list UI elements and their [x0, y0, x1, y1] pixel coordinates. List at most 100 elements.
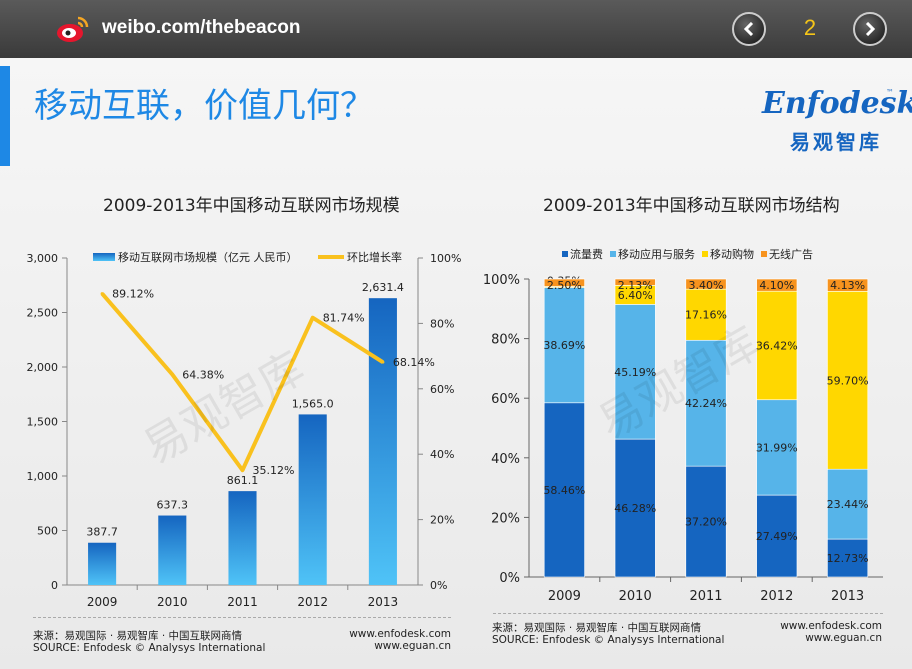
chart2-segment-label: 36.42%	[756, 339, 798, 352]
chart1-url-1[interactable]: www.enfodesk.com	[349, 628, 451, 640]
chevron-left-icon	[743, 22, 754, 36]
chart1-legend-line-label: 环比增长率	[347, 250, 402, 264]
chart2-legend-swatch	[761, 251, 767, 257]
chart1-line-point	[241, 468, 244, 472]
chart1-source-left: 来源：易观国际 · 易观智库 · 中国互联网商情 SOURCE: Enfodes…	[33, 630, 265, 654]
next-page-button[interactable]	[853, 12, 887, 46]
chart1-right-tick-label: 60%	[430, 383, 454, 396]
chart2-segment-label: 17.16%	[685, 309, 727, 322]
chart2-segment	[685, 339, 727, 467]
chart1-line-label: 64.38%	[182, 368, 224, 381]
chart2-legend-swatch	[702, 251, 708, 257]
chart1-bar	[368, 298, 397, 585]
chart1-bar	[298, 414, 327, 585]
chart1-footer-line	[33, 617, 451, 618]
chart2-segment	[756, 494, 798, 578]
chart2-segment-label: 12.73%	[827, 552, 869, 565]
chart2-legend-label: 无线广告	[769, 247, 813, 261]
chart2-segment-label: 4.10%	[759, 279, 794, 292]
chart2-segment	[827, 278, 869, 292]
chart2-source-cn: 来源：易观国际 · 易观智库 · 中国互联网商情	[492, 622, 702, 634]
chart2-segment-label: 6.40%	[618, 289, 653, 302]
chart2-legend-swatch	[610, 251, 616, 257]
chart1-legend-bar-label: 移动互联网市场规模（亿元 人民币）	[118, 250, 298, 264]
chart2-segment-label: 3.40%	[689, 279, 724, 292]
chart1-bar	[228, 491, 257, 585]
chart2-segment-label: 59.70%	[827, 374, 869, 387]
chart1-line-label: 35.12%	[253, 464, 295, 477]
chart1-x-tick-label: 2010	[157, 595, 188, 609]
chart2-segment	[614, 278, 656, 286]
chart2-footer-line	[493, 613, 883, 614]
chart1-bar-label: 2,631.4	[362, 281, 404, 294]
chart1-right-tick-label: 100%	[430, 252, 461, 265]
chart1-line-point	[311, 316, 315, 320]
chart2-segment-label: 45.19%	[614, 366, 656, 379]
chart2-legend-label: 流量费	[570, 247, 603, 261]
chart1-bar-label: 387.7	[86, 526, 118, 539]
chart1-line-label: 81.74%	[323, 312, 365, 325]
chart2-segment-label: 31.99%	[756, 441, 798, 454]
chart2-segment	[543, 278, 585, 287]
chart2-y-tick-label: 40%	[491, 452, 520, 467]
chart1-left-tick-label: 2,000	[27, 361, 59, 374]
chart2-url-2[interactable]: www.eguan.cn	[805, 632, 882, 644]
page-title: 移动互联，价值几何？	[34, 86, 374, 126]
chart1-line-label: 89.12%	[112, 288, 154, 301]
chart1-right-tick-label: 0%	[430, 579, 447, 592]
chart2-y-tick-label: 20%	[491, 511, 520, 526]
chart1-bar-label: 1,565.0	[292, 397, 334, 410]
chart1-left-tick-label: 1,500	[27, 416, 59, 429]
chart2-legend-swatch	[562, 251, 568, 257]
weibo-icon	[57, 16, 89, 42]
chart1-source-en: SOURCE: Enfodesk © Analysys Internationa…	[33, 642, 266, 654]
chart1-right-tick-label: 40%	[430, 448, 454, 461]
chart1-legend-bar-swatch	[93, 253, 115, 261]
chart1: 0 500 1,000 1,500 2,000 2,500 3,000 0% 20% 40% 60%…	[27, 250, 462, 609]
chart2-segment	[614, 304, 656, 440]
chart1-url-2[interactable]: www.eguan.cn	[374, 640, 451, 652]
enfodesk-logo: Enfodesk ™ 易观智库	[762, 86, 912, 156]
chart2-segment	[756, 399, 798, 496]
chart1-left-tick-label: 1,000	[27, 470, 59, 483]
chart2-x-tick-label: 2009	[548, 589, 581, 604]
weibo-url[interactable]: weibo.com/thebeacon	[102, 17, 301, 38]
chart1-source-cn: 来源：易观国际 · 易观智库 · 中国互联网商情	[33, 630, 243, 642]
chart1-right-tick-label: 20%	[430, 514, 454, 527]
chart2-segment-label: 37.20%	[685, 516, 727, 529]
chart2-title: 2009-2013年中国移动互联网市场结构	[543, 196, 840, 216]
chart1-x-tick-label: 2011	[227, 595, 258, 609]
logo-text-cn: 易观智库	[790, 130, 882, 154]
chart1-line-point	[381, 360, 385, 364]
chart1-left-tick-label: 500	[37, 525, 58, 538]
chart1-left-tick-label: 2,500	[27, 307, 59, 320]
chart2-segment-label: 23.44%	[827, 498, 869, 511]
chart2-y-tick-label: 60%	[491, 392, 520, 407]
chart2-segment-label: 38.69%	[543, 339, 585, 352]
chart1-bar	[158, 515, 187, 585]
chart1-source-right: www.enfodesk.com www.eguan.cn	[349, 628, 451, 652]
chart2-segment	[685, 278, 727, 290]
logo-trademark: ™	[886, 88, 894, 97]
chart1-right-tick-label: 80%	[430, 317, 454, 330]
chart2-url-1[interactable]: www.enfodesk.com	[780, 620, 882, 632]
chart2-segment-label: 46.28%	[614, 502, 656, 515]
chart2-segment	[756, 278, 798, 292]
prev-page-button[interactable]	[732, 12, 766, 46]
chart2-legend-label: 移动应用与服务	[618, 247, 695, 261]
chart2-x-tick-label: 2011	[689, 589, 722, 604]
chart1-line-point	[170, 372, 174, 376]
chart2-segment	[543, 402, 585, 578]
chart2-x-tick-label: 2010	[619, 589, 652, 604]
chart1-line-point	[100, 292, 104, 296]
chart2-segment	[685, 465, 727, 578]
chart2-segment-label: 2.13%	[618, 279, 653, 292]
chart1-bar-label: 861.1	[227, 474, 259, 487]
chart2-segment	[614, 438, 656, 578]
chart1-bar-label: 637.3	[157, 499, 189, 512]
chart2-segment-label: 4.13%	[830, 279, 865, 292]
chart2-x-tick-label: 2013	[831, 589, 864, 604]
chart2-segment-label: 27.49%	[756, 530, 798, 543]
top-bar: weibo.com/thebeacon 2	[0, 0, 912, 58]
